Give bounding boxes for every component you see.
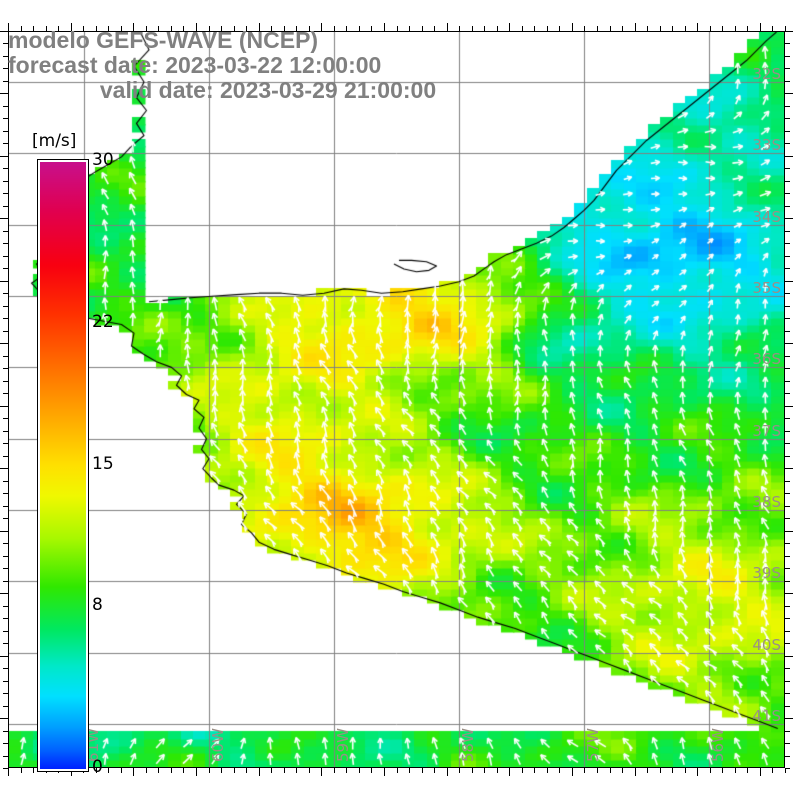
axis-ticks-right: [785, 31, 793, 769]
colorbar-tick: 30: [92, 150, 114, 170]
axis-ticks-bottom: [8, 768, 786, 776]
colorbar-units-label: [m/s]: [32, 131, 77, 151]
colorbar-tick: 15: [92, 453, 114, 474]
axis-ticks-top: [8, 23, 786, 31]
colorbar-tick: 8: [92, 595, 103, 616]
wind-direction-arrows-canvas: [9, 32, 784, 767]
colorbar-tick: 22: [92, 311, 114, 332]
axis-ticks-left: [0, 31, 8, 769]
colorbar-gradient: [37, 159, 89, 772]
colorbar-tick: 0: [92, 757, 103, 777]
map-plot-area: [8, 31, 785, 768]
